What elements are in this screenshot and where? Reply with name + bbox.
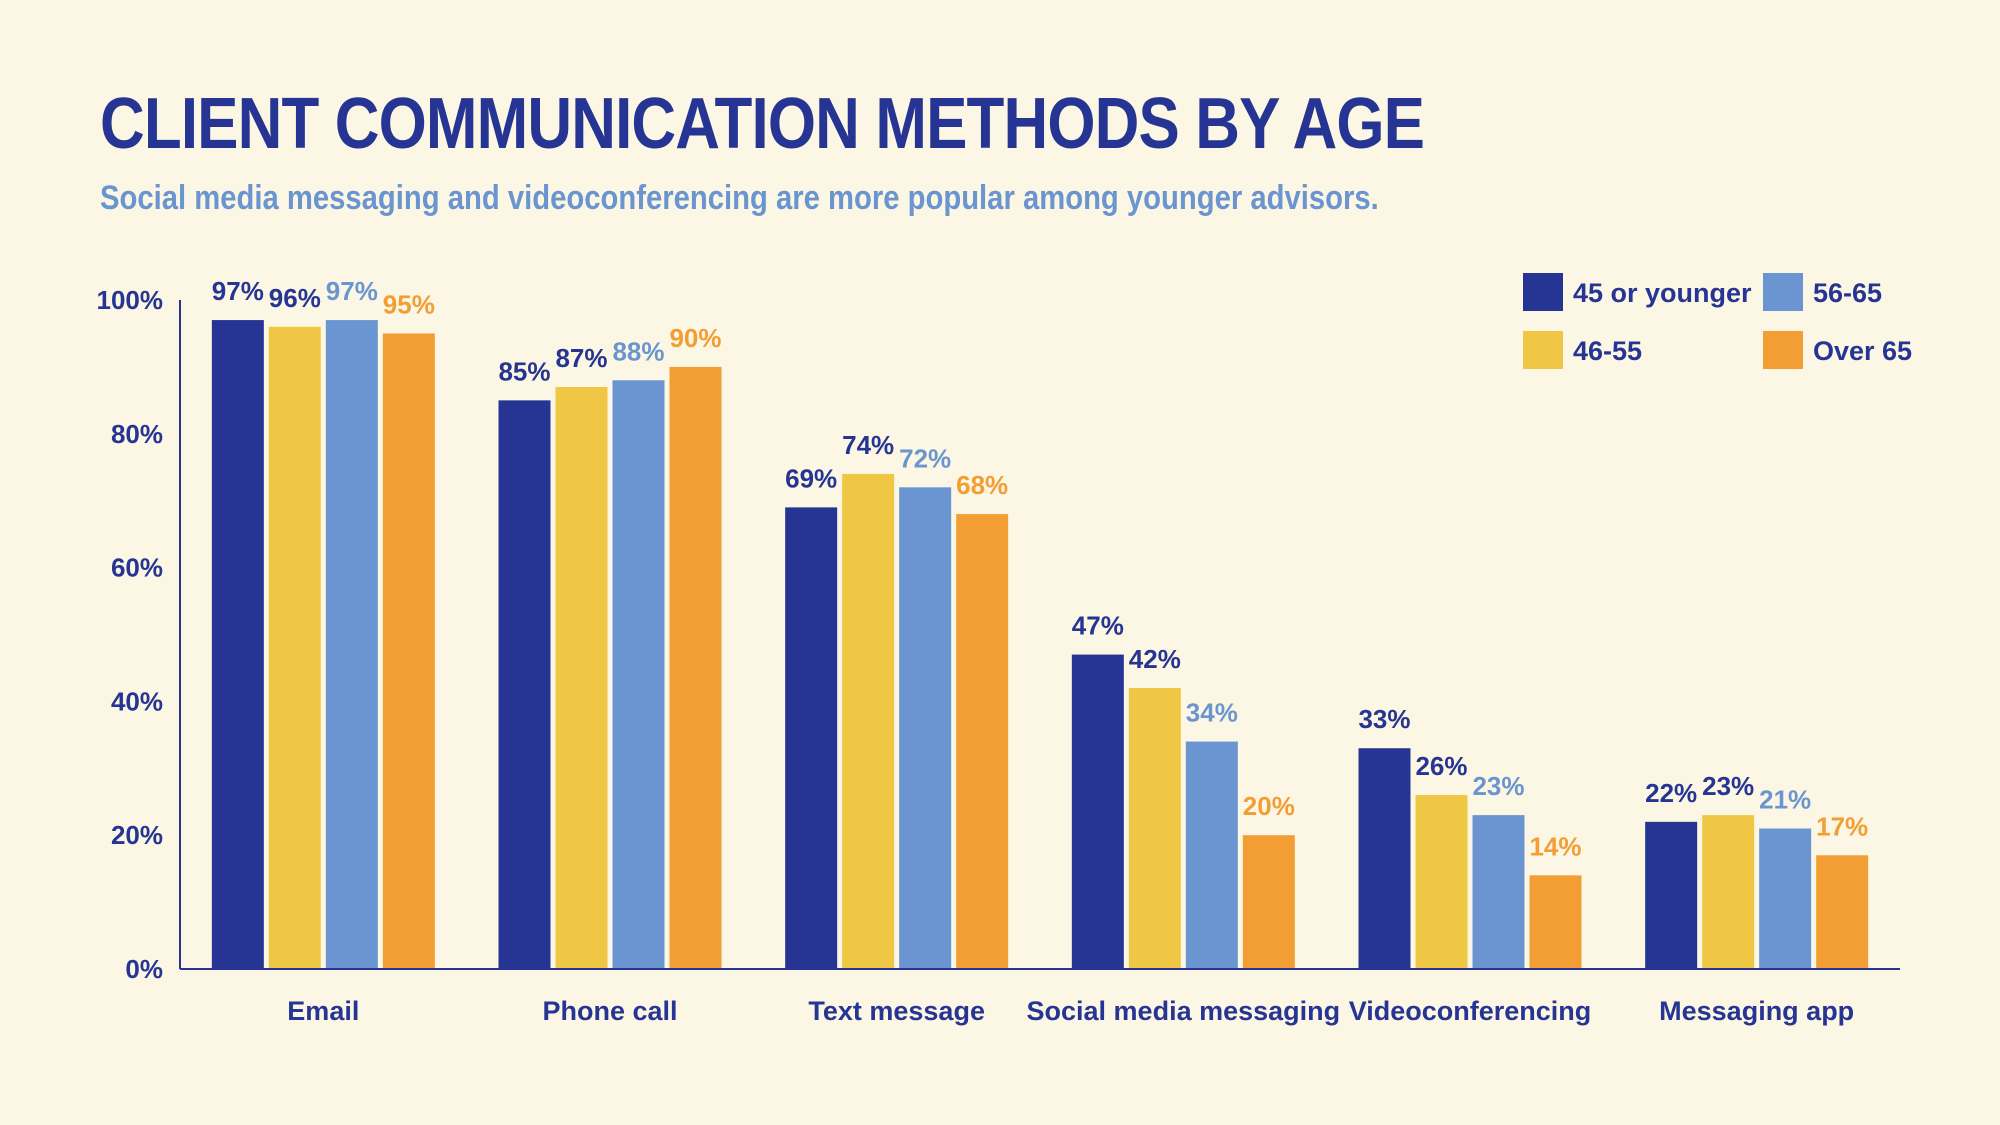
data-label: 96%	[269, 283, 321, 313]
bar	[1128, 688, 1181, 969]
bar	[785, 507, 838, 969]
data-label: 22%	[1645, 778, 1697, 808]
data-label: 21%	[1759, 785, 1811, 815]
bars	[211, 320, 1869, 970]
bar	[899, 487, 952, 969]
data-label: 23%	[1472, 771, 1524, 801]
legend-swatch	[1763, 273, 1803, 311]
legend-label: 45 or younger	[1573, 278, 1752, 308]
legend-label: 46-55	[1573, 336, 1642, 366]
bar	[498, 400, 551, 970]
chart-subtitle: Social media messaging and videoconferen…	[100, 179, 1379, 217]
data-label: 85%	[498, 356, 550, 386]
y-tick-label: 40%	[111, 686, 163, 716]
data-label: 23%	[1702, 771, 1754, 801]
data-label: 17%	[1816, 811, 1868, 841]
bar	[669, 366, 722, 969]
data-label: 20%	[1243, 791, 1295, 821]
x-tick-label: Messaging app	[1659, 996, 1854, 1026]
bar	[1759, 828, 1812, 969]
data-labels: 97% 96% 97% 95%85% 87% 88% 90%69%74% 72%68%47%4…	[212, 276, 1868, 861]
y-tick-label: 60%	[111, 553, 163, 583]
bar	[956, 514, 1009, 969]
bar	[325, 320, 378, 969]
bar	[1358, 748, 1411, 969]
y-tick-label: 0%	[125, 954, 163, 984]
data-label: 33%	[1358, 704, 1410, 734]
data-label: 47%	[1072, 611, 1124, 641]
y-tick-label: 100%	[97, 285, 164, 315]
bar	[382, 333, 435, 969]
bar	[268, 326, 321, 969]
legend-swatch	[1523, 273, 1563, 311]
y-tick-label: 80%	[111, 419, 163, 449]
bar	[211, 320, 264, 969]
data-label: 42%	[1129, 644, 1181, 674]
bar	[1816, 855, 1869, 969]
legend-label: 56-65	[1813, 278, 1882, 308]
chart-title: CLIENT COMMUNICATION METHODS BY AGE	[100, 84, 1425, 164]
x-tick-label: Videoconferencing	[1349, 996, 1592, 1026]
bar	[1242, 835, 1295, 969]
bar	[555, 386, 608, 970]
data-label: 87%	[555, 343, 607, 373]
data-label: 34%	[1186, 698, 1238, 728]
legend-label: Over 65	[1813, 336, 1912, 366]
data-label: 74%	[842, 430, 894, 460]
bar	[1645, 821, 1698, 969]
x-axis: Email Phone call Text message Social media …	[180, 968, 1900, 1026]
x-tick-label: Social media messaging	[1027, 996, 1341, 1026]
x-tick-label: Phone call	[542, 996, 677, 1026]
bar	[1472, 815, 1525, 969]
y-tick-label: 20%	[111, 820, 163, 850]
data-label: 26%	[1415, 751, 1467, 781]
legend[interactable]: 45 or younger 46-55 56-65 Over 65	[1523, 273, 1912, 369]
data-label: 90%	[669, 323, 721, 353]
bar	[1415, 795, 1468, 969]
bar	[1185, 741, 1238, 969]
legend-swatch	[1763, 331, 1803, 369]
data-label: 97%	[326, 276, 378, 306]
y-axis: 0% 20% 40% 60% 80% 100%	[97, 285, 181, 984]
bar	[612, 380, 665, 969]
data-label: 72%	[899, 443, 951, 473]
data-label: 97%	[212, 276, 264, 306]
data-label: 88%	[612, 336, 664, 366]
x-tick-label: Text message	[808, 996, 985, 1026]
legend-swatch	[1523, 331, 1563, 369]
bar	[1529, 875, 1582, 969]
data-label: 68%	[956, 470, 1008, 500]
data-label: 69%	[785, 463, 837, 493]
data-label: 14%	[1529, 831, 1581, 861]
bar	[1702, 815, 1755, 969]
bar	[1071, 654, 1124, 969]
data-label: 95%	[383, 289, 435, 319]
bar	[842, 473, 895, 969]
x-tick-label: Email	[287, 996, 359, 1026]
